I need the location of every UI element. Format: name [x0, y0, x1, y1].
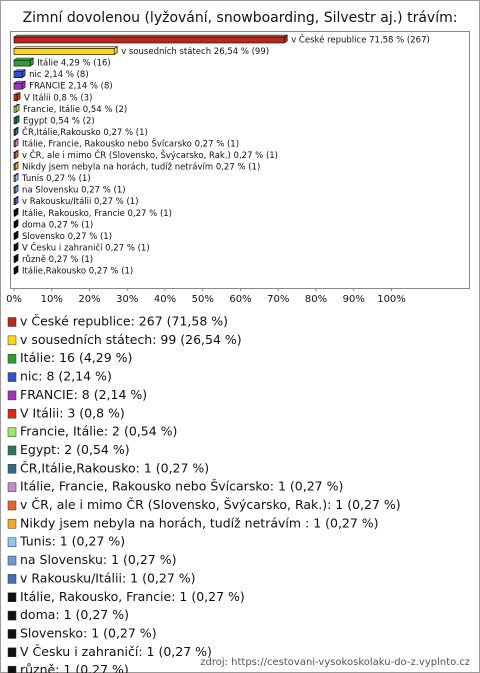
bar	[13, 163, 16, 171]
value-label: Slovensko 0,27 % (1)	[22, 232, 112, 242]
legend-swatch	[7, 592, 17, 602]
legend-swatch	[7, 409, 17, 419]
bar	[13, 233, 16, 240]
legend-swatch	[7, 353, 17, 364]
legend-swatch	[7, 482, 17, 492]
legend-swatch	[7, 537, 17, 547]
legend-swatch	[7, 464, 17, 474]
x-tick-label: 20%	[78, 294, 100, 305]
bar	[13, 71, 23, 78]
x-tick-label: 40%	[154, 294, 176, 305]
value-label: Itálie,Rakousko 0,27 % (1)	[22, 267, 133, 277]
legend-swatch	[7, 317, 17, 327]
bar	[13, 198, 16, 205]
legend-swatch	[7, 372, 17, 382]
bar	[13, 106, 17, 113]
legend-label: V Česku i zahraničí: 1 (0,27 %)	[20, 644, 212, 659]
value-label: V Česku i zahraničí 0,27 % (1)	[22, 241, 150, 253]
legend-swatch	[7, 390, 17, 401]
chart-title: Zimní dovolenou (lyžování, snowboarding,…	[23, 10, 458, 26]
bar	[13, 244, 16, 252]
legend-label: v sousedních státech: 99 (26,54 %)	[20, 332, 242, 347]
legend-label: v ČR, ale i mimo ČR (Slovensko, Švýcarsk…	[20, 497, 401, 512]
value-label: na Slovensku 0,27 % (1)	[22, 186, 126, 196]
x-tick-label: 30%	[116, 294, 138, 305]
source: zdroj: https://cestovani-vysokoskolaku-d…	[200, 657, 470, 668]
legend-label: doma: 1 (0,27 %)	[20, 607, 129, 622]
legend-swatch	[7, 335, 17, 346]
value-label: v ČR, ale i mimo ČR (Slovensko, Švýcarsk…	[22, 149, 278, 161]
legend-label: Francie, Itálie: 2 (0,54 %)	[20, 424, 177, 439]
legend-label: Nikdy jsem nebyla na horách, tudíž netrá…	[20, 515, 379, 530]
x-tick-label: 60%	[229, 294, 251, 305]
x-tick-label: 80%	[305, 294, 327, 305]
legend-label: ČR,Itálie,Rakousko: 1 (0,27 %)	[20, 460, 209, 475]
bar	[13, 59, 31, 67]
x-tick-label: 10%	[41, 294, 63, 305]
legend-label: Itálie, Rakousko, Francie: 1 (0,27 %)	[20, 589, 245, 604]
value-label: v České republice 71,58 % (267)	[291, 34, 430, 46]
bar	[13, 129, 16, 136]
value-label: V Itálii 0,8 % (3)	[24, 93, 92, 103]
legend-label: v Rakousku/Itálii: 1 (0,27 %)	[20, 570, 196, 585]
legend-swatch	[7, 445, 17, 456]
value-label: v sousedních státech 26,54 % (99)	[121, 47, 269, 57]
value-label: Egypt 0,54 % (2)	[23, 116, 95, 126]
legend-swatch	[7, 610, 17, 621]
bar	[13, 267, 16, 275]
legend-swatch	[7, 519, 17, 529]
x-tick-label: 90%	[343, 294, 365, 305]
legend-label: v České republice: 267 (71,58 %)	[20, 314, 228, 329]
legend-label: Egypt: 2 (0,54 %)	[20, 442, 130, 457]
bar	[13, 140, 16, 148]
value-label: Tunis 0,27 % (1)	[21, 174, 91, 184]
value-label: ČR,Itálie,Rakousko 0,27 % (1)	[22, 126, 148, 138]
legend-swatch	[7, 629, 17, 639]
legend-label: Tunis: 1 (0,27 %)	[19, 534, 125, 549]
bar	[13, 221, 16, 229]
x-tick-label: 100%	[377, 294, 406, 305]
bar	[13, 186, 16, 194]
legend-swatch	[7, 500, 17, 511]
legend-label: na Slovensku: 1 (0,27 %)	[20, 552, 176, 567]
legend-swatch	[7, 427, 17, 437]
bar	[13, 256, 16, 263]
value-label: Itálie, Rakousko, Francie 0,27 % (1)	[22, 209, 172, 219]
legend-swatch	[7, 555, 17, 566]
legend-label: FRANCIE: 8 (2,14 %)	[20, 387, 147, 402]
value-label: Itálie, Francie, Rakousko nebo Švícarsko…	[22, 137, 239, 149]
value-label: FRANCIE 2,14 % (8)	[29, 82, 113, 92]
value-label: Francie, Itálie 0,54 % (2)	[23, 105, 127, 115]
bar	[13, 175, 16, 182]
legend-label: různě: 1 (0,27 %)	[20, 662, 129, 673]
legend-swatch	[7, 647, 17, 658]
value-label: nic 2,14 % (8)	[29, 70, 89, 80]
legend-label: Itálie: 16 (4,29 %)	[20, 350, 132, 365]
x-tick-label: 70%	[267, 294, 289, 305]
value-label: Itálie 4,29 % (16)	[37, 59, 111, 69]
bar	[13, 94, 18, 102]
x-tick-label: 50%	[192, 294, 214, 305]
legend-swatch	[7, 665, 17, 673]
legend-label: Itálie, Francie, Rakousko nebo Švícarsko…	[20, 479, 343, 494]
legend-label: V Itálii: 3 (0,8 %)	[20, 405, 125, 420]
value-label: v Rakousku/Itálii 0,27 % (1)	[22, 197, 139, 207]
legend-label: nic: 8 (2,14 %)	[20, 369, 112, 384]
bar	[13, 36, 285, 44]
bar	[13, 209, 16, 217]
bar	[13, 48, 115, 55]
value-label: Nikdy jsem nebyla na horách, tudíž netrá…	[22, 163, 260, 173]
legend-swatch	[7, 574, 17, 584]
value-label: doma 0,27 % (1)	[22, 220, 93, 230]
x-tick-label: 0%	[6, 294, 22, 305]
value-label: různě 0,27 % (1)	[22, 254, 93, 265]
bar	[13, 152, 16, 159]
bar	[13, 117, 17, 125]
bar	[13, 82, 23, 90]
legend-label: Slovensko: 1 (0,27 %)	[20, 625, 157, 640]
